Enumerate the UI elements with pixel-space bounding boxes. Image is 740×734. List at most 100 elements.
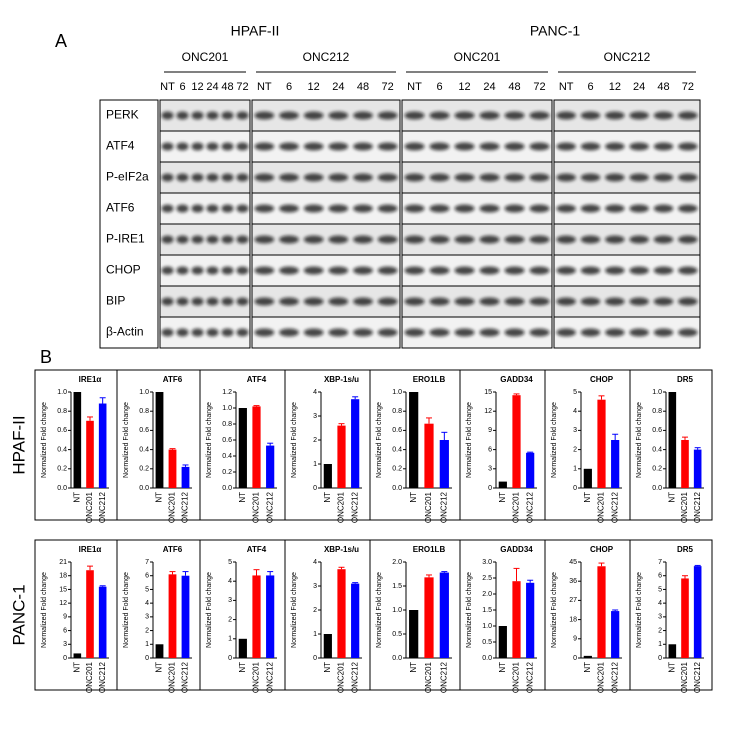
y-tick-label: 1 — [228, 636, 232, 643]
blot-strip — [401, 223, 553, 256]
x-tick-label: ONC201 — [85, 661, 94, 693]
blot-band — [429, 111, 450, 120]
blot-band — [479, 266, 500, 275]
error-bar — [612, 609, 619, 612]
blot-strip — [401, 316, 553, 349]
error-bar — [682, 575, 688, 579]
y-axis-label: Normalized Fold change — [636, 572, 643, 648]
blot-band — [404, 328, 425, 337]
blot-band — [479, 173, 500, 182]
blot-band — [580, 173, 601, 182]
x-tick-label: NT — [238, 662, 247, 673]
blot-band — [221, 297, 234, 306]
y-tick-label: 0.2 — [392, 466, 402, 473]
y-tick-label: 0.4 — [222, 453, 232, 460]
y-tick-label: 0.6 — [222, 437, 232, 444]
x-tick-label: ONC212 — [181, 491, 190, 523]
protein-label: ATF4 — [106, 139, 135, 153]
blot-band — [191, 204, 204, 213]
blot-band — [605, 142, 625, 151]
blot-band — [176, 266, 189, 275]
x-tick-label: NT — [498, 662, 507, 673]
y-tick-label: 5 — [145, 586, 149, 593]
blot-band — [191, 328, 204, 337]
chart-title: GADD34 — [500, 375, 533, 384]
bar — [238, 408, 247, 488]
bar — [597, 399, 606, 488]
y-tick-label: 1.0 — [482, 623, 492, 630]
blot-band — [254, 235, 275, 244]
blot-band — [161, 266, 174, 275]
timepoint-label: 6 — [587, 81, 593, 93]
blot-band — [479, 328, 500, 337]
blot-band — [404, 111, 425, 120]
y-tick-label: 0.0 — [222, 485, 232, 492]
y-tick-label: 12 — [59, 600, 67, 607]
chart-title: ERO1LB — [413, 375, 446, 384]
blot-band — [678, 142, 698, 151]
error-bar — [169, 571, 176, 575]
blot-strip — [159, 130, 251, 163]
bar — [681, 440, 689, 488]
blot-band — [504, 111, 525, 120]
error-bar — [87, 565, 93, 571]
blot-band — [206, 235, 219, 244]
timepoint-label: 72 — [533, 81, 545, 93]
bar — [337, 425, 346, 488]
y-tick-label: 0.2 — [652, 466, 662, 473]
timepoint-label: 48 — [508, 81, 520, 93]
y-tick-label: 2 — [145, 627, 149, 634]
blot-band — [653, 111, 674, 120]
bar — [168, 449, 177, 488]
y-tick-label: 1.2 — [222, 389, 232, 396]
y-tick-label: 0.2 — [222, 469, 232, 476]
blot-band — [303, 204, 324, 213]
blot-band — [191, 173, 204, 182]
blot-strip — [553, 161, 701, 194]
error-bar — [598, 562, 605, 567]
blot-band — [279, 142, 299, 151]
y-tick-label: 7 — [658, 559, 662, 566]
protein-label: CHOP — [106, 263, 141, 277]
x-tick-label: ONC212 — [265, 661, 274, 693]
x-tick-label: ONC212 — [693, 491, 702, 523]
y-tick-label: 2 — [313, 607, 317, 614]
x-tick-label: NT — [155, 662, 164, 673]
x-tick-label: ONC201 — [424, 661, 433, 693]
y-tick-label: 1.5 — [482, 607, 492, 614]
x-tick-label: NT — [409, 662, 418, 673]
blot-band — [176, 111, 189, 120]
y-tick-label: 0 — [228, 655, 232, 662]
y-tick-label: 0.5 — [482, 639, 492, 646]
error-bar — [513, 393, 520, 396]
x-tick-label: ONC201 — [337, 661, 346, 693]
blot-band — [404, 235, 425, 244]
y-tick-label: 3.0 — [482, 559, 492, 566]
blot-band — [629, 328, 649, 337]
y-tick-label: 6 — [145, 573, 149, 580]
error-bar — [513, 567, 520, 582]
timepoint-label: NT — [407, 81, 422, 93]
timepoint-label: 72 — [382, 81, 394, 93]
x-tick-label: ONC201 — [252, 491, 261, 523]
error-bar — [99, 585, 106, 587]
y-tick-label: 2 — [313, 437, 317, 444]
timepoint-label: 12 — [191, 81, 203, 93]
blot-band — [556, 173, 576, 182]
y-tick-label: 3 — [658, 614, 662, 621]
error-bar — [441, 431, 448, 440]
cell-line-label: HPAF-II — [231, 23, 280, 39]
error-bar — [338, 423, 345, 426]
blot-band — [254, 266, 275, 275]
chart-title: DR5 — [677, 375, 694, 384]
blot-band — [377, 204, 398, 213]
bar — [681, 578, 689, 658]
blot-band — [236, 235, 249, 244]
blot-band — [429, 297, 450, 306]
blot-band — [303, 266, 324, 275]
blot-band — [221, 235, 234, 244]
y-axis-label: Normalized Fold change — [206, 572, 213, 648]
blot-band — [353, 297, 373, 306]
blot-band — [605, 204, 625, 213]
timepoint-label: 48 — [221, 81, 233, 93]
